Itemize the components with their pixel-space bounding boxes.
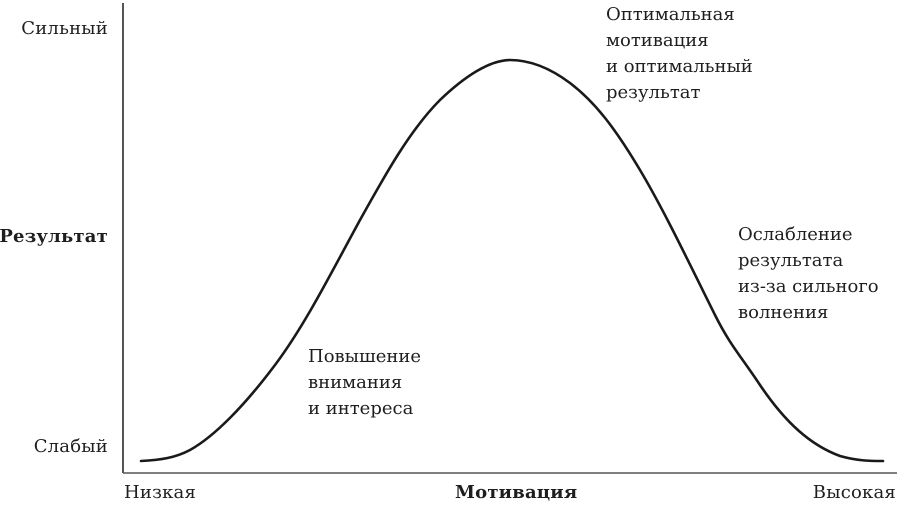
annotation-line: и интереса: [308, 398, 414, 419]
x-axis-right-label: Высокая: [812, 482, 896, 503]
annotation-line: результата: [738, 250, 844, 271]
annotation-decline: Ослабление результата из-за сильного вол…: [738, 222, 879, 326]
annotation-rise: Повышение внимания и интереса: [308, 344, 421, 422]
annotation-line: из-за сильного: [738, 276, 879, 297]
y-axis-top-label: Сильный: [21, 18, 108, 39]
annotation-optimal: Оптимальная мотивация и оптимальный резу…: [606, 2, 753, 106]
x-axis-title: Мотивация: [455, 482, 578, 503]
x-axis-left-label: Низкая: [124, 482, 197, 503]
annotation-line: Повышение: [308, 346, 422, 367]
annotation-line: результат: [606, 82, 701, 103]
annotation-line: внимания: [308, 372, 403, 393]
annotation-line: волнения: [738, 302, 829, 323]
annotation-line: Ослабление: [738, 224, 853, 245]
performance-curve: [139, 58, 885, 463]
y-axis-bottom-label: Слабый: [33, 436, 108, 457]
annotation-line: Оптимальная: [606, 4, 735, 25]
annotation-line: и оптимальный: [606, 56, 753, 77]
y-axis-title: Результат: [0, 226, 108, 247]
annotation-line: мотивация: [606, 30, 709, 51]
